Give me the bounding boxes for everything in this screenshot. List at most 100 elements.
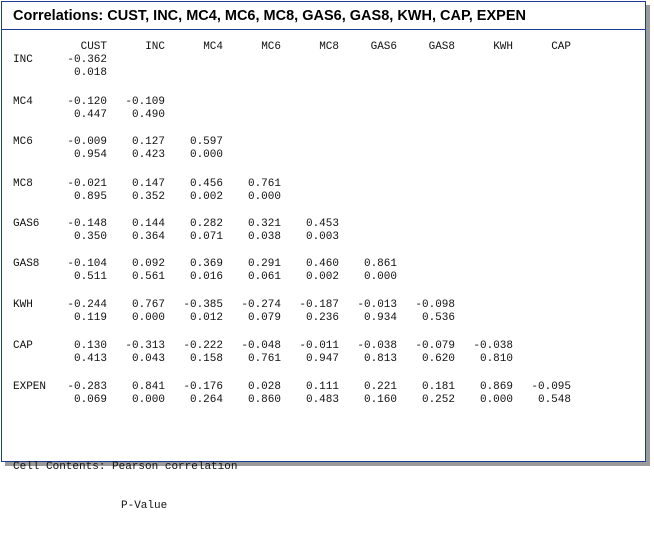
correlation-value: 0.181 xyxy=(421,381,455,393)
p-value: 0.810 xyxy=(479,353,513,365)
correlation-value: -0.274 xyxy=(241,299,281,311)
correlation-value: 0.369 xyxy=(189,258,223,270)
p-value: 0.947 xyxy=(305,353,339,365)
p-value: 0.413 xyxy=(73,353,107,365)
column-header-inc: INC xyxy=(145,41,165,53)
correlation-value: -0.098 xyxy=(415,299,455,311)
p-value: 0.536 xyxy=(421,312,455,324)
correlation-value: -0.095 xyxy=(531,381,571,393)
correlation-value: 0.144 xyxy=(131,218,165,230)
row-label-mc8: MC8 xyxy=(13,178,33,190)
p-value: 0.447 xyxy=(73,109,107,121)
p-value: 0.364 xyxy=(131,231,165,243)
correlation-value: 0.130 xyxy=(73,340,107,352)
correlation-value: -0.109 xyxy=(125,96,165,108)
p-value: 0.895 xyxy=(73,191,107,203)
correlation-value: 0.028 xyxy=(247,381,281,393)
column-header-cust: CUST xyxy=(80,41,107,53)
correlation-value: 0.291 xyxy=(247,258,281,270)
p-value: 0.000 xyxy=(479,394,513,406)
correlation-value: 0.869 xyxy=(479,381,513,393)
p-value: 0.119 xyxy=(73,312,107,324)
row-label-gas8: GAS8 xyxy=(13,258,40,270)
p-value: 0.002 xyxy=(189,191,223,203)
p-value: 0.003 xyxy=(305,231,339,243)
p-value: 0.423 xyxy=(131,149,165,161)
correlation-value: -0.021 xyxy=(67,178,107,190)
p-value: 0.071 xyxy=(189,231,223,243)
correlation-value: 0.597 xyxy=(189,136,223,148)
title-divider xyxy=(2,29,645,30)
correlation-value: -0.222 xyxy=(183,340,223,352)
correlation-value: 0.460 xyxy=(305,258,339,270)
p-value: 0.934 xyxy=(363,312,397,324)
column-header-mc6: MC6 xyxy=(261,41,281,53)
row-label-kwh: KWH xyxy=(13,299,33,311)
correlation-value: 0.321 xyxy=(247,218,281,230)
row-label-cap: CAP xyxy=(13,340,33,352)
p-value: 0.352 xyxy=(131,191,165,203)
correlation-value: -0.009 xyxy=(67,136,107,148)
correlation-value: 0.221 xyxy=(363,381,397,393)
correlation-value: 0.092 xyxy=(131,258,165,270)
column-header-mc8: MC8 xyxy=(319,41,339,53)
p-value: 0.252 xyxy=(421,394,455,406)
p-value: 0.012 xyxy=(189,312,223,324)
output-title: Correlations: CUST, INC, MC4, MC6, MC8, … xyxy=(13,8,526,24)
cell-contents-label: Cell Contents: xyxy=(13,461,106,473)
correlation-value: -0.176 xyxy=(183,381,223,393)
p-value: 0.069 xyxy=(73,394,107,406)
p-value: 0.490 xyxy=(131,109,165,121)
cell-contents-legend: Cell Contents: Pearson correlation P-Val… xyxy=(13,435,237,539)
p-value: 0.043 xyxy=(131,353,165,365)
correlation-value: -0.038 xyxy=(473,340,513,352)
row-label-mc6: MC6 xyxy=(13,136,33,148)
p-value: 0.761 xyxy=(247,353,281,365)
column-header-kwh: KWH xyxy=(493,41,513,53)
column-header-gas6: GAS6 xyxy=(370,41,397,53)
correlation-value: -0.048 xyxy=(241,340,281,352)
correlation-value: -0.187 xyxy=(299,299,339,311)
row-label-inc: INC xyxy=(13,54,33,66)
row-label-gas6: GAS6 xyxy=(13,218,40,230)
p-value: 0.620 xyxy=(421,353,455,365)
column-header-cap: CAP xyxy=(551,41,571,53)
p-value: 0.561 xyxy=(131,271,165,283)
p-value: 0.954 xyxy=(73,149,107,161)
correlation-value: 0.453 xyxy=(305,218,339,230)
correlation-value: -0.244 xyxy=(67,299,107,311)
correlation-value: -0.313 xyxy=(125,340,165,352)
correlation-value: -0.385 xyxy=(183,299,223,311)
correlation-value: 0.282 xyxy=(189,218,223,230)
correlation-value: 0.456 xyxy=(189,178,223,190)
correlation-value: 0.111 xyxy=(305,381,339,393)
p-value: 0.511 xyxy=(73,271,107,283)
p-value: 0.018 xyxy=(73,67,107,79)
p-value: 0.000 xyxy=(363,271,397,283)
cell-contents-line1: Pearson correlation xyxy=(112,461,238,473)
correlation-value: -0.104 xyxy=(67,258,107,270)
p-value: 0.813 xyxy=(363,353,397,365)
correlation-value: 0.147 xyxy=(131,178,165,190)
correlation-value: -0.148 xyxy=(67,218,107,230)
p-value: 0.000 xyxy=(189,149,223,161)
p-value: 0.158 xyxy=(189,353,223,365)
correlation-value: 0.861 xyxy=(363,258,397,270)
p-value: 0.483 xyxy=(305,394,339,406)
p-value: 0.061 xyxy=(247,271,281,283)
correlation-value: 0.767 xyxy=(131,299,165,311)
correlation-value: -0.079 xyxy=(415,340,455,352)
correlation-value: 0.761 xyxy=(247,178,281,190)
p-value: 0.038 xyxy=(247,231,281,243)
correlation-value: -0.362 xyxy=(67,54,107,66)
row-label-mc4: MC4 xyxy=(13,96,33,108)
row-label-expen: EXPEN xyxy=(13,381,47,393)
p-value: 0.236 xyxy=(305,312,339,324)
p-value: 0.160 xyxy=(363,394,397,406)
p-value: 0.079 xyxy=(247,312,281,324)
correlation-value: 0.841 xyxy=(131,381,165,393)
p-value: 0.548 xyxy=(537,394,571,406)
column-header-mc4: MC4 xyxy=(203,41,223,53)
p-value: 0.016 xyxy=(189,271,223,283)
p-value: 0.350 xyxy=(73,231,107,243)
